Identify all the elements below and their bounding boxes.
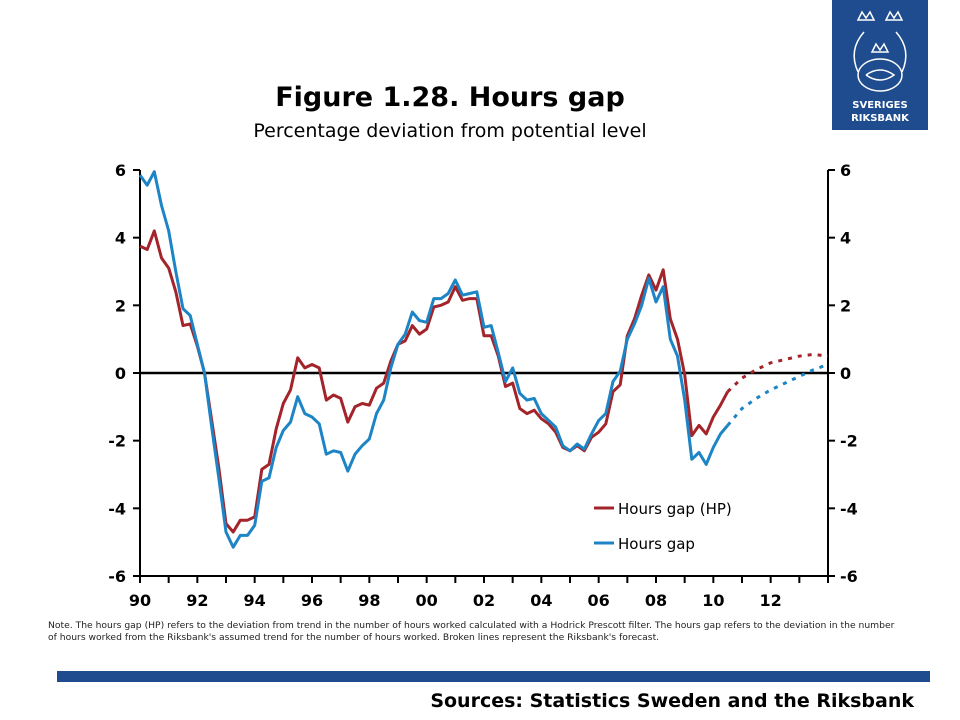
y-tick-label-left: -2 — [108, 432, 126, 451]
y-tick-label-right: 4 — [840, 229, 851, 248]
x-tick-label: 12 — [760, 591, 782, 610]
logo-text-line2: RIKSBANK — [851, 113, 910, 124]
y-tick-label-left: 2 — [115, 296, 126, 315]
sources-text: Sources: Statistics Sweden and the Riksb… — [430, 690, 914, 712]
x-tick-label: 02 — [473, 591, 495, 610]
x-tick-label: 98 — [358, 591, 380, 610]
x-tick-label: 10 — [702, 591, 724, 610]
plot-area — [138, 170, 829, 549]
chart-legend: Hours gap (HP) Hours gap — [572, 486, 768, 564]
chart-subtitle: Percentage deviation from potential leve… — [253, 120, 647, 142]
forecast-line-hours-gap — [726, 363, 829, 427]
y-tick-label-right: 0 — [840, 364, 851, 383]
y-tick-label-right: 2 — [840, 296, 851, 315]
y-tick-label-right: -4 — [840, 499, 858, 518]
legend-background — [572, 486, 768, 564]
x-tick-label: 04 — [530, 591, 552, 610]
x-tick-label: 92 — [186, 591, 208, 610]
y-tick-label-right: 6 — [840, 161, 851, 180]
x-tick-label: 90 — [129, 591, 151, 610]
logo-text-line1: SVERIGES — [852, 100, 907, 111]
legend-label: Hours gap — [618, 535, 695, 553]
y-tick-label-left: 6 — [115, 161, 126, 180]
y-tick-label-left: 0 — [115, 364, 126, 383]
y-tick-label-left: -6 — [108, 567, 126, 586]
y-tick-label-left: -4 — [108, 499, 126, 518]
line-chart: -6 -6-4 -4-2 -20 02 24 46 690 92 94 96 98 00 02 04 06 08… — [108, 161, 858, 610]
x-tick-label: 06 — [588, 591, 610, 610]
x-tick-label: 94 — [244, 591, 266, 610]
footer-bar — [57, 671, 930, 682]
y-tick-label-right: -2 — [840, 432, 858, 451]
riksbank-logo: SVERIGES RIKSBANK — [832, 0, 928, 130]
x-tick-label: 08 — [645, 591, 667, 610]
x-tick-label: 96 — [301, 591, 323, 610]
chart-axes: -6 -6-4 -4-2 -20 02 24 46 690 92 94 96 98 00 02 04 06 08… — [108, 161, 858, 610]
x-tick-label: 00 — [416, 591, 438, 610]
crown-seal-icon: SVERIGES RIKSBANK — [851, 10, 910, 124]
chart-note: Note. The hours gap (HP) refers to the d… — [48, 620, 895, 643]
y-tick-label-right: -6 — [840, 567, 858, 586]
series-line-hours-gap — [138, 170, 729, 549]
series-line-hours-gap-hp — [139, 229, 730, 534]
y-tick-label-left: 4 — [115, 229, 126, 248]
forecast-line-hours-gap-hp — [726, 352, 829, 393]
chart-title: Figure 1.28. Hours gap — [275, 82, 625, 113]
legend-label: Hours gap (HP) — [618, 500, 732, 518]
